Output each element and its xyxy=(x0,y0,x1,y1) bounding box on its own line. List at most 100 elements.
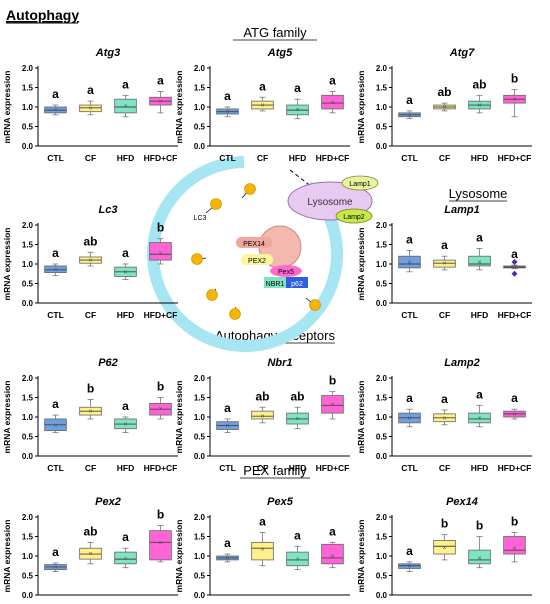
mean-marker: × xyxy=(295,107,299,114)
box-hfd-plus-cf xyxy=(321,395,344,414)
significance-letter: b xyxy=(511,515,518,529)
box-cf xyxy=(251,410,274,420)
pex5-label: Pex5 xyxy=(278,269,294,276)
mean-marker: × xyxy=(123,104,127,111)
significance-letter: b xyxy=(329,374,336,388)
section-label-pex: PEX family xyxy=(243,463,307,478)
chart-title: Nbr1 xyxy=(267,357,292,369)
significance-letter: ab xyxy=(83,524,97,538)
y-axis-label: mRNA expression xyxy=(174,381,184,454)
box-hfd xyxy=(286,551,309,567)
x-tick-label: HFD+CF xyxy=(144,602,178,604)
panel-pex14: Pex14 0.0 0.5 1.0 1.5 2.0 mRNA expression CTL × a… xyxy=(356,496,532,604)
significance-letter: a xyxy=(52,397,59,411)
lamp2-shape xyxy=(335,208,373,224)
y-tick-label: 0.5 xyxy=(22,572,34,581)
significance-letter: b xyxy=(157,508,164,522)
mean-marker: × xyxy=(260,103,264,110)
panel-p62: P62 0.0 0.5 1.0 1.5 2.0 mRNA expression CTL × a CF… xyxy=(2,357,178,473)
y-tick-label: 1.0 xyxy=(22,103,34,112)
lc3-dot xyxy=(244,183,256,195)
x-tick-label: HFD+CF xyxy=(498,153,532,163)
mean-marker: × xyxy=(260,546,264,553)
mean-marker: × xyxy=(442,415,446,422)
lysosome-label: Lysosome xyxy=(307,197,353,208)
mean-marker: × xyxy=(225,423,229,430)
y-tick-label: 1.0 xyxy=(194,103,206,112)
significance-letter: a xyxy=(122,246,129,260)
x-tick-label: HFD+CF xyxy=(316,463,350,473)
x-tick-label: HFD+CF xyxy=(144,153,178,163)
p62-shape xyxy=(286,277,308,288)
mean-marker: × xyxy=(53,564,57,571)
significance-letter: a xyxy=(406,93,413,107)
y-axis-label: mRNA expression xyxy=(356,71,366,144)
box-cf xyxy=(433,540,456,555)
lamp2-label: Lamp2 xyxy=(343,214,365,221)
significance-letter: ab xyxy=(437,85,451,99)
mean-marker: × xyxy=(53,267,57,274)
x-tick-label: CF xyxy=(439,463,450,473)
significance-letter: a xyxy=(406,544,413,558)
significance-letter: ab xyxy=(255,389,269,403)
mean-marker: × xyxy=(53,107,57,114)
mean-marker: × xyxy=(407,260,411,267)
y-axis-label: mRNA expression xyxy=(356,228,366,301)
x-tick-label: HFD xyxy=(117,463,134,473)
significance-letter: b xyxy=(511,71,518,85)
chart-title: Lamp1 xyxy=(444,204,479,216)
mean-marker: × xyxy=(442,105,446,112)
x-tick-label: CF xyxy=(85,602,96,604)
y-tick-label: 0.5 xyxy=(376,123,388,132)
mean-marker: × xyxy=(88,105,92,112)
significance-letter: ab xyxy=(83,234,97,248)
mean-marker: × xyxy=(512,411,516,418)
panel-nbr1: Nbr1 0.0 0.5 1.0 1.5 2.0 mRNA expression CTL × a C… xyxy=(174,357,350,473)
y-tick-label: 0.5 xyxy=(22,123,34,132)
chart-title: Pex14 xyxy=(446,496,478,508)
y-tick-label: 0.5 xyxy=(376,572,388,581)
x-tick-label: CTL xyxy=(47,602,64,604)
pex14-label: PEX14 xyxy=(243,241,265,248)
y-tick-label: 1.5 xyxy=(22,533,34,542)
mean-marker: × xyxy=(158,540,162,547)
x-tick-label: CF xyxy=(257,153,268,163)
significance-letter: a xyxy=(511,391,518,405)
box-ctl xyxy=(44,265,67,273)
x-tick-label: HFD xyxy=(471,602,488,604)
mean-marker: × xyxy=(330,402,334,409)
box-hfd xyxy=(114,551,137,565)
x-tick-label: CTL xyxy=(401,310,418,320)
y-tick-label: 1.0 xyxy=(22,552,34,561)
y-tick-label: 0.5 xyxy=(22,280,34,289)
x-tick-label: HFD xyxy=(471,463,488,473)
mean-marker: × xyxy=(442,545,446,552)
mean-marker: × xyxy=(407,112,411,119)
y-tick-label: 1.5 xyxy=(22,84,34,93)
y-tick-label: 0.0 xyxy=(376,299,388,308)
y-tick-label: 0.5 xyxy=(22,433,34,442)
y-tick-label: 1.5 xyxy=(22,394,34,403)
y-tick-label: 0.5 xyxy=(194,123,206,132)
box-hfd xyxy=(468,412,491,424)
mean-marker: × xyxy=(477,555,481,562)
x-tick-label: CTL xyxy=(401,463,418,473)
x-tick-label: HFD xyxy=(117,153,134,163)
mean-marker: × xyxy=(442,261,446,268)
section-label-lysosome: Lysosome xyxy=(449,186,508,201)
mean-marker: × xyxy=(477,103,481,110)
mean-marker: × xyxy=(477,416,481,423)
panel-atg5: Atg5 0.0 0.5 1.0 1.5 2.0 mRNA expression CTL × a C… xyxy=(174,47,350,163)
mean-marker: × xyxy=(158,99,162,106)
y-axis-label: mRNA expression xyxy=(356,381,366,454)
pex14-shape xyxy=(236,237,272,248)
x-tick-label: CTL xyxy=(401,153,418,163)
y-tick-label: 0.5 xyxy=(194,572,206,581)
x-tick-label: HFD+CF xyxy=(316,602,350,604)
significance-letter: b xyxy=(157,221,164,235)
x-tick-label: HFD xyxy=(289,153,306,163)
significance-letter: a xyxy=(259,515,266,529)
significance-letter: a xyxy=(52,87,59,101)
x-tick-label: HFD xyxy=(289,602,306,604)
mean-marker: × xyxy=(225,109,229,116)
